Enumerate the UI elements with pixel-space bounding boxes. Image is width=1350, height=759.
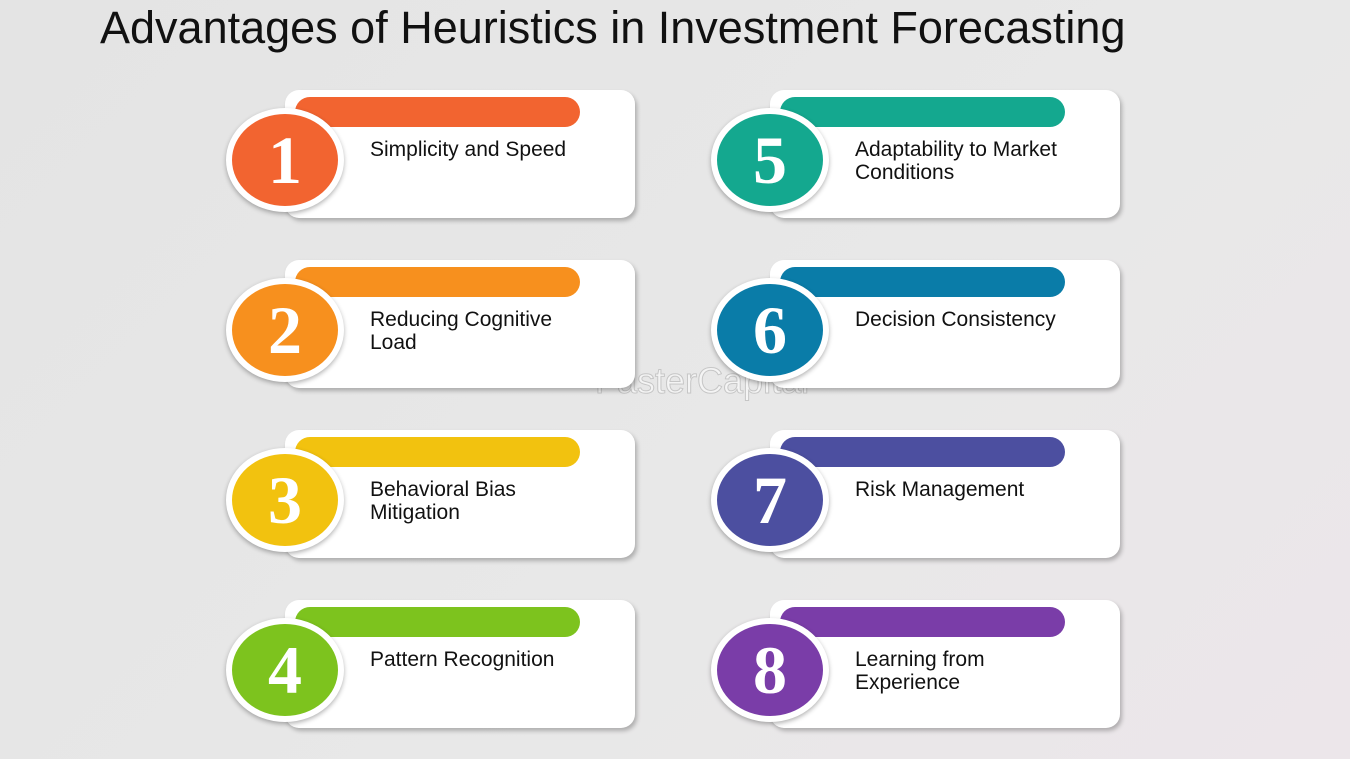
color-bar <box>780 267 1065 297</box>
item-label: Risk Management <box>855 478 1025 501</box>
item-label: Learning from Experience <box>855 648 985 694</box>
number-badge: 8 <box>711 618 829 722</box>
number-badge: 5 <box>711 108 829 212</box>
title: Advantages of Heuristics in Investment F… <box>100 2 1126 53</box>
number-badge: 2 <box>226 278 344 382</box>
item-label: Adaptability to Market Conditions <box>855 138 1057 184</box>
number-badge: 7 <box>711 448 829 552</box>
color-bar <box>295 437 580 467</box>
item-label: Behavioral Bias Mitigation <box>370 478 516 524</box>
color-bar <box>780 607 1065 637</box>
item-label: Decision Consistency <box>855 308 1056 331</box>
number-badge: 6 <box>711 278 829 382</box>
color-bar <box>295 97 580 127</box>
number-badge: 1 <box>226 108 344 212</box>
number-badge: 4 <box>226 618 344 722</box>
color-bar <box>295 607 580 637</box>
item-label: Pattern Recognition <box>370 648 555 671</box>
number-badge: 3 <box>226 448 344 552</box>
color-bar <box>780 437 1065 467</box>
color-bar <box>780 97 1065 127</box>
item-label: Simplicity and Speed <box>370 138 567 161</box>
color-bar <box>295 267 580 297</box>
item-label: Reducing Cognitive Load <box>370 308 553 354</box>
